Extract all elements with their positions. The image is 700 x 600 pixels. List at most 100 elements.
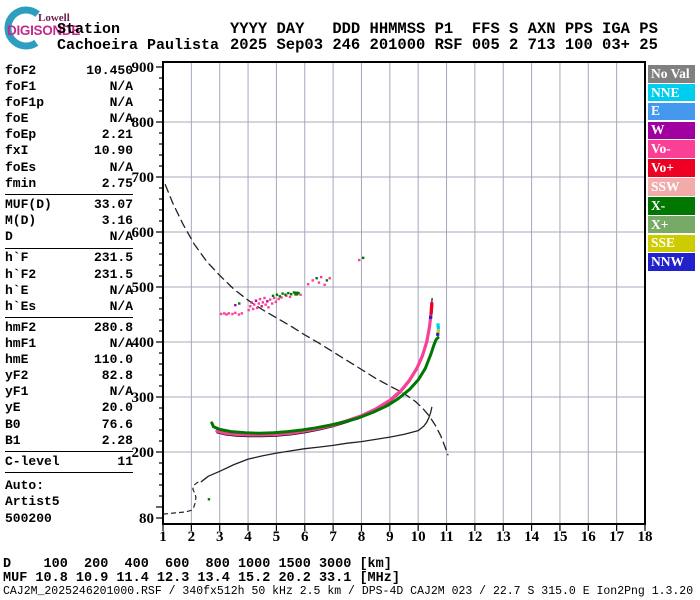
x-axis-label: 12: [467, 529, 482, 545]
param-row: yF2 82.8: [5, 368, 133, 384]
param-value: 10.90: [93, 143, 133, 159]
param-label: foF1: [5, 79, 37, 95]
x-axis-label: 16: [581, 529, 597, 545]
legend-item-w: W: [648, 121, 695, 140]
param-value: 76.6: [101, 416, 133, 432]
echo-dot: [271, 294, 275, 297]
param-value: 110.0: [93, 352, 133, 368]
echo-dot: [207, 498, 211, 501]
file-info-row: CAJ2M_2025246201000.RSF / 340fx512h 50 k…: [3, 585, 694, 598]
echo-dot: [255, 306, 259, 310]
legend-item-nne: NNE: [648, 83, 695, 102]
echo-dot: [257, 302, 261, 305]
param-value: 3.16: [101, 213, 133, 229]
param-label: yF2: [5, 368, 29, 384]
trace-tip-dot: [436, 329, 440, 333]
echo-dot: [315, 277, 318, 280]
legend-item-vo: Vo+: [648, 159, 695, 177]
x-trace: [210, 336, 440, 435]
echo-dot: [225, 313, 228, 316]
echo-dot: [361, 256, 365, 260]
y-axis-label: 900: [132, 60, 155, 76]
echo-dot: [227, 312, 230, 315]
param-value: N/A: [109, 95, 133, 111]
echo-dot: [223, 312, 226, 315]
x-axis-label: 6: [301, 529, 309, 545]
param-row: foF1p N/A: [5, 95, 133, 111]
param-label: h`Es: [5, 298, 37, 314]
x-axis-label: 4: [244, 529, 252, 545]
param-footer: Auto: Artist5 500200: [5, 478, 133, 526]
param-value: 231.5: [93, 266, 133, 282]
table-divider: [5, 247, 133, 249]
param-row: h`F2 231.5: [5, 267, 133, 283]
param-label: h`E: [5, 282, 29, 298]
y-axis-label: 600: [132, 225, 155, 241]
param-row: h`Es N/A: [5, 299, 133, 315]
param-label: foEs: [5, 159, 37, 175]
param-value: 2.75: [101, 175, 133, 191]
y-axis-label: 300: [132, 390, 155, 406]
x-axis-label: 14: [524, 529, 540, 545]
x-axis-label: 11: [439, 529, 453, 545]
echo-dot: [288, 295, 292, 299]
x-axis-label: 1: [159, 529, 167, 545]
echo-dot: [267, 306, 270, 309]
param-value: 33.07: [93, 196, 133, 212]
echo-dot: [277, 297, 280, 301]
echo-dot: [328, 277, 331, 280]
true-height-profile: [200, 406, 433, 483]
echo-dot: [358, 258, 361, 262]
echo-dot: [299, 293, 302, 296]
param-label: foE: [5, 111, 29, 127]
trace-tip-dot: [436, 323, 440, 327]
param-label: MUF(D): [5, 196, 52, 212]
echo-dot: [231, 312, 234, 316]
legend-item-e: E: [648, 102, 695, 121]
param-label: fxI: [5, 143, 29, 159]
y-axis-label: 200: [132, 445, 155, 461]
echo-dot: [254, 299, 258, 302]
table-divider: [5, 451, 133, 453]
param-footer-line: Auto:: [5, 478, 45, 494]
muf-transmission-curve: [164, 184, 449, 456]
echo-dot: [280, 296, 283, 299]
y-axis-label: 80: [139, 511, 154, 527]
table-divider: [5, 317, 133, 319]
param-row: foEs N/A: [5, 160, 133, 176]
echo-dot: [261, 301, 265, 304]
echo-dot: [247, 308, 250, 312]
param-value: 280.8: [93, 319, 133, 335]
param-value: 231.5: [93, 250, 133, 266]
echo-dot: [281, 292, 284, 295]
param-label: h`F: [5, 250, 29, 266]
legend-label: X-: [651, 197, 666, 213]
plot-frame: [162, 61, 646, 525]
x-axis-label: 5: [273, 529, 281, 545]
logo-digisonde-text: DIGISONDE: [7, 23, 81, 38]
param-value: N/A: [109, 79, 133, 95]
echo-dot: [311, 279, 314, 282]
legend-label: Vo-: [651, 141, 671, 157]
x-axis-label: 8: [358, 529, 366, 545]
echo-dot: [238, 302, 241, 305]
echo-dot: [325, 279, 329, 282]
echo-dot: [275, 293, 279, 296]
param-row: D N/A: [5, 229, 133, 245]
param-table: foF2 10.450 foF1 N/A foF1p N/A foE N/A foEp 2.21 f…: [5, 63, 133, 527]
param-value: N/A: [109, 111, 133, 127]
legend-item-sse: SSE: [648, 234, 695, 253]
param-value: 20.0: [101, 400, 133, 416]
legend-label: No Val: [651, 65, 690, 81]
echo-dot: [260, 305, 263, 308]
logo-lowell-text: Lowell: [38, 12, 70, 24]
x-axis-label: 3: [216, 529, 224, 545]
legend-item-x: X-: [648, 196, 695, 215]
param-row: hmE 110.0: [5, 352, 133, 368]
param-row: B1 2.28: [5, 433, 133, 449]
param-row: h`E N/A: [5, 283, 133, 299]
param-row: MUF(D) 33.07: [5, 197, 133, 213]
param-label: yF1: [5, 384, 29, 400]
trace-tip-dot: [436, 326, 440, 330]
